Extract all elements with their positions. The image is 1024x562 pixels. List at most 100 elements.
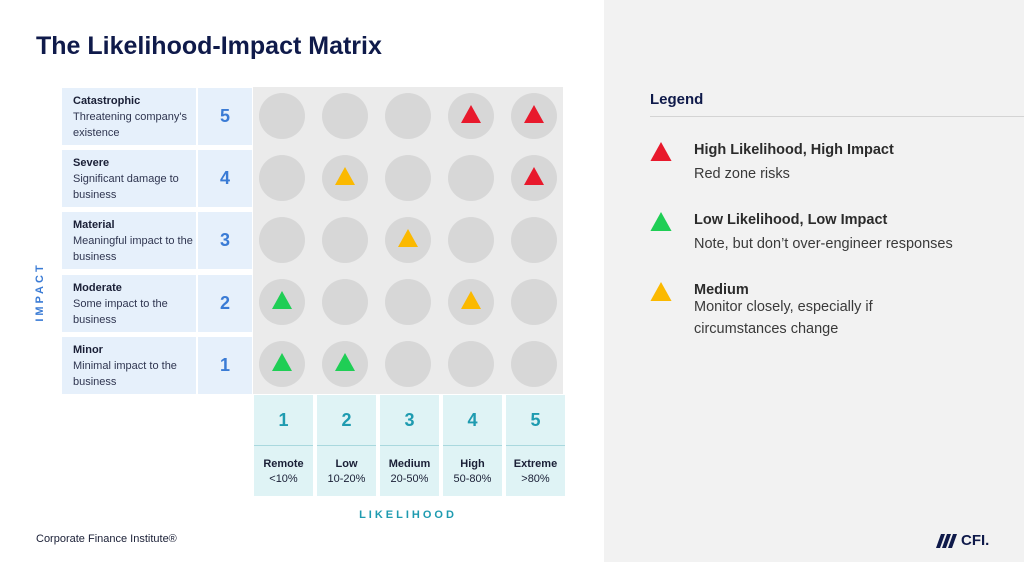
impact-level-desc: Threatening company's existence [73, 111, 187, 139]
column-divider [443, 445, 502, 446]
red-triangle-icon [524, 167, 544, 185]
matrix-cell [385, 341, 431, 387]
legend-marker [650, 282, 672, 306]
likelihood-level-range: 50-80% [453, 473, 492, 485]
matrix-cell [385, 217, 431, 263]
column-divider [380, 445, 439, 446]
likelihood-level-label: High 50-80% [443, 446, 502, 496]
matrix-cell [448, 279, 494, 325]
legend-heading: Medium [694, 282, 749, 298]
likelihood-level-name: Remote [263, 458, 304, 470]
matrix-cell [259, 155, 305, 201]
legend-panel: Legend High Likelihood, High Impact Red z… [604, 0, 1024, 562]
red-triangle-icon [461, 105, 481, 123]
impact-row-label: Material Meaningful impact to the busines… [62, 212, 196, 269]
page-title: The Likelihood-Impact Matrix [36, 32, 382, 60]
green-triangle-icon [272, 353, 292, 371]
likelihood-level-label: Remote <10% [254, 446, 313, 496]
legend-description: Note, but don’t over-engineer responses [694, 236, 953, 252]
likelihood-axis-label: LIKELIHOOD [359, 509, 457, 521]
matrix-cell [511, 279, 557, 325]
impact-level-title: Catastrophic [73, 95, 141, 107]
likelihood-level-number: 2 [317, 395, 376, 445]
logo-slashes-icon [936, 533, 957, 548]
likelihood-level-name: Low [335, 458, 358, 470]
matrix-cell [259, 341, 305, 387]
legend-description: Monitor closely, especially if circumsta… [694, 299, 873, 337]
legend-description: Red zone risks [694, 166, 790, 182]
legend-divider [650, 116, 1024, 117]
column-divider [254, 445, 313, 446]
likelihood-level-range: 10-20% [327, 473, 366, 485]
impact-level-title: Minor [73, 344, 103, 356]
yellow-triangle-icon [650, 282, 672, 301]
logo-text: CFI. [961, 532, 990, 549]
likelihood-level-range: >80% [521, 473, 550, 485]
matrix-cell [448, 217, 494, 263]
legend-title: Legend [650, 91, 704, 108]
yellow-triangle-icon [398, 229, 418, 247]
matrix-cell [385, 93, 431, 139]
legend-marker [650, 212, 672, 236]
matrix-cell [322, 93, 368, 139]
impact-level-title: Moderate [73, 282, 122, 294]
matrix-cell [385, 279, 431, 325]
impact-level-number: 2 [198, 275, 252, 332]
impact-row-label: Moderate Some impact to the business [62, 275, 196, 332]
column-divider [506, 445, 565, 446]
footer-text: Corporate Finance Institute® [36, 533, 177, 545]
impact-row-label: Minor Minimal impact to the business [62, 337, 196, 394]
matrix-cell [322, 279, 368, 325]
column-divider [317, 445, 376, 446]
green-triangle-icon [335, 353, 355, 371]
likelihood-level-number: 3 [380, 395, 439, 445]
legend-heading: High Likelihood, High Impact [694, 142, 894, 158]
green-triangle-icon [272, 291, 292, 309]
impact-level-desc: Some impact to the business [73, 298, 168, 326]
matrix-cell [259, 93, 305, 139]
impact-level-number: 1 [198, 337, 252, 394]
likelihood-level-number: 5 [506, 395, 565, 445]
likelihood-level-name: Medium [388, 458, 431, 470]
likelihood-level-label: Medium 20-50% [380, 446, 439, 496]
likelihood-level-range: <10% [269, 473, 298, 485]
matrix-cell [322, 155, 368, 201]
impact-level-title: Material [73, 219, 115, 231]
impact-level-number: 5 [198, 88, 252, 145]
matrix-cell [511, 217, 557, 263]
red-triangle-icon [650, 142, 672, 161]
impact-level-title: Severe [73, 157, 110, 169]
likelihood-level-number: 4 [443, 395, 502, 445]
likelihood-level-number: 1 [254, 395, 313, 445]
impact-level-desc: Minimal impact to the business [73, 360, 177, 388]
legend-marker [650, 142, 672, 166]
matrix-cell [259, 279, 305, 325]
matrix-cell [322, 341, 368, 387]
impact-row-label: Severe Significant damage to business [62, 150, 196, 207]
matrix-cell [448, 341, 494, 387]
yellow-triangle-icon [461, 291, 481, 309]
matrix-cell [511, 93, 557, 139]
likelihood-level-name: Extreme [513, 458, 558, 470]
matrix-cell [259, 217, 305, 263]
matrix-cell [448, 93, 494, 139]
impact-row-label: Catastrophic Threatening company's existe… [62, 88, 196, 145]
likelihood-level-label: Extreme >80% [506, 446, 565, 496]
yellow-triangle-icon [335, 167, 355, 185]
impact-level-number: 4 [198, 150, 252, 207]
impact-level-desc: Meaningful impact to the business [73, 235, 193, 263]
likelihood-level-name: High [460, 458, 485, 470]
impact-axis-label: IMPACT [34, 262, 46, 322]
legend-heading: Low Likelihood, Low Impact [694, 212, 888, 228]
impact-level-desc: Significant damage to business [73, 173, 179, 201]
matrix-cell [448, 155, 494, 201]
cfi-logo: CFI. [936, 532, 989, 549]
red-triangle-icon [524, 105, 544, 123]
matrix-cell [385, 155, 431, 201]
likelihood-level-label: Low 10-20% [317, 446, 376, 496]
impact-level-number: 3 [198, 212, 252, 269]
matrix-cell [511, 341, 557, 387]
likelihood-level-range: 20-50% [390, 473, 429, 485]
matrix-cell [511, 155, 557, 201]
green-triangle-icon [650, 212, 672, 231]
